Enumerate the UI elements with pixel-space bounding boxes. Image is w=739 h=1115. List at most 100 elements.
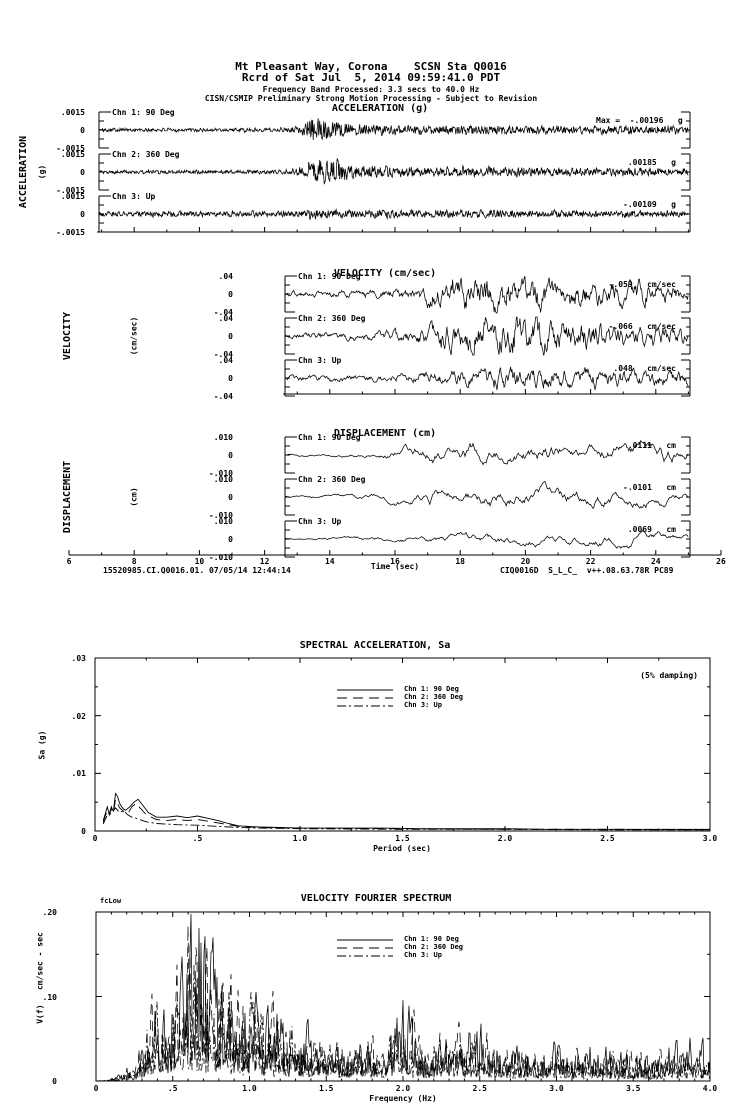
displacement-panel-title: DISPLACEMENT (cm) — [333, 428, 437, 439]
max-value-label: .048 cm/sec — [613, 364, 676, 373]
channel-label: Chn 2: 360 Deg — [298, 314, 366, 323]
fclow-marker: fcLow — [100, 897, 122, 905]
sa-y-tick-label: .01 — [71, 769, 86, 779]
fourier-x-tick-label: 2.0 — [395, 1084, 411, 1093]
channel-label: Chn 1: 90 Deg — [112, 108, 175, 117]
y-scale-label: -.0015 — [56, 144, 85, 153]
legend-label: Chn 3: Up — [404, 701, 442, 709]
fourier-x-tick-label: 4.0 — [702, 1084, 718, 1093]
legend-label: Chn 1: 90 Deg — [404, 935, 459, 943]
fourier-plot-title: VELOCITY FOURIER SPECTRUM — [300, 893, 452, 904]
channel-label: Chn 3: Up — [298, 356, 342, 365]
period-axis-label: Period (sec) — [373, 844, 431, 853]
record-date: Rcrd of Sat Jul 5, 2014 09:59:41.0 PDT — [241, 71, 501, 84]
y-scale-label: .010 — [213, 433, 233, 442]
fourier-x-tick-label: 3.5 — [626, 1084, 641, 1093]
y-scale-label: 0 — [228, 451, 233, 460]
y-scale-label: .04 — [218, 356, 233, 365]
velocity-waveform-3 — [284, 366, 689, 391]
fourier-y-tick-label: .20 — [42, 908, 57, 917]
y-scale-label: 0 — [228, 493, 233, 502]
processing-code-footer: CIQ0016D S_L_C_ v++.08.63.78R PC89 — [500, 566, 674, 575]
y-scale-label: 0 — [228, 374, 233, 383]
acceleration-waveform-3 — [98, 208, 689, 220]
time-tick-label: 26 — [716, 557, 726, 566]
channel-label: Chn 3: Up — [112, 192, 156, 201]
displacement-waveform-3 — [285, 529, 689, 549]
fourier-curve-2 — [96, 925, 711, 1082]
y-scale-label: 0 — [228, 535, 233, 544]
time-tick-label: 16 — [390, 557, 400, 566]
time-axis-label: Time (sec) — [370, 562, 420, 571]
acceleration-waveform-1 — [98, 118, 689, 141]
legend-label: Chn 3: Up — [404, 951, 442, 959]
sa-curve-2 — [102, 797, 711, 831]
sa-frame — [94, 657, 711, 832]
processing-disclaimer: CISN/CSMIP Preliminary Strong Motion Pro… — [204, 94, 538, 103]
sa-plot-title: SPECTRAL ACCELERATION, Sa — [299, 640, 451, 651]
fourier-x-tick-label: 1.0 — [242, 1084, 257, 1093]
velocity-panel-title: VELOCITY (cm/sec) — [333, 268, 437, 279]
sa-y-tick-label: 0 — [81, 827, 86, 836]
max-value-label: -.0101 cm — [623, 483, 676, 492]
fourier-x-tick-label: 0 — [93, 1084, 99, 1093]
time-tick-label: 6 — [66, 557, 72, 566]
fourier-x-tick-label: .5 — [167, 1084, 178, 1093]
displacement-waveform-1 — [285, 439, 689, 466]
fourier-curve-3 — [96, 964, 711, 1082]
legend-label: Chn 1: 90 Deg — [404, 685, 459, 693]
time-tick-label: 8 — [131, 557, 137, 566]
record-id-footer: 15520985.CI.Q0016.01. 07/05/14 12:44:14 — [103, 566, 291, 575]
sa-y-tick-label: .03 — [71, 654, 86, 663]
sa-curve-3 — [102, 807, 710, 831]
sa-y-tick-label: .02 — [71, 711, 86, 721]
y-scale-label: -.04 — [213, 350, 233, 359]
time-tick-label: 18 — [455, 557, 465, 566]
y-scale-label: -.04 — [213, 392, 233, 401]
y-scale-label: -.04 — [213, 308, 233, 317]
y-scale-label: .0015 — [60, 108, 85, 117]
y-scale-label: .04 — [218, 314, 233, 323]
sa-curve-1 — [102, 792, 710, 830]
velocity-waveform-1 — [285, 275, 689, 314]
time-tick-label: 14 — [324, 557, 335, 566]
time-tick-label: 22 — [585, 557, 596, 566]
sa-x-tick-label: 2.0 — [497, 834, 513, 843]
y-scale-label: -.010 — [208, 511, 233, 520]
max-value-label: -.066 cm/sec — [608, 322, 676, 331]
time-tick-label: 20 — [520, 557, 531, 566]
y-scale-label: -.010 — [208, 469, 233, 478]
frequency-band-note: Frequency Band Processed: 3.3 secs to 40… — [262, 85, 480, 94]
max-value-label: -.00109 g — [623, 200, 676, 209]
fourier-x-tick-label: 1.5 — [319, 1084, 334, 1093]
channel-label: Chn 2: 360 Deg — [112, 150, 180, 159]
sa-x-tick-label: 1.5 — [395, 834, 410, 843]
fourier-y-tick-label: 0 — [52, 1077, 57, 1086]
time-tick-label: 10 — [194, 557, 205, 566]
y-scale-label: -.010 — [208, 553, 233, 562]
sa-x-tick-label: 2.5 — [600, 834, 615, 843]
station-title: Mt Pleasant Way, Corona SCSN Sta Q0016 — [235, 60, 507, 73]
y-scale-label: 0 — [228, 290, 233, 299]
legend-label: Chn 2: 360 Deg — [404, 943, 464, 951]
sa-x-tick-label: 0 — [92, 834, 98, 843]
sa-x-tick-label: 3.0 — [702, 834, 718, 843]
y-scale-label: 0 — [80, 210, 85, 219]
sa-x-tick-label: .5 — [192, 834, 203, 843]
max-value-label: .0069 cm — [627, 525, 676, 534]
max-value-label: .00185 g — [627, 158, 676, 167]
time-tick-label: 24 — [650, 557, 661, 566]
y-scale-label: .010 — [213, 475, 233, 484]
y-scale-label: 0 — [80, 126, 85, 135]
acceleration-waveform-2 — [98, 157, 689, 185]
y-scale-label: 0 — [228, 332, 233, 341]
channel-label: Chn 3: Up — [298, 517, 342, 526]
y-scale-label: .0015 — [60, 150, 85, 159]
fourier-y-tick-label: .10 — [42, 992, 57, 1002]
damping-note: (5% damping) — [640, 671, 698, 680]
y-scale-label: .010 — [213, 517, 233, 526]
legend-label: Chn 2: 360 Deg — [404, 693, 464, 701]
displacement-waveform-2 — [284, 481, 689, 509]
